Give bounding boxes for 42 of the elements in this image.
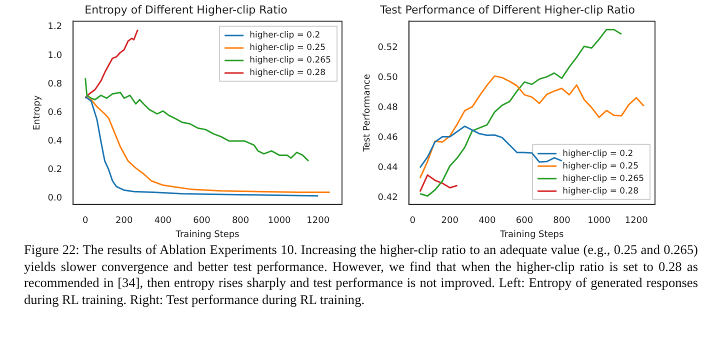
y-tick-label: 1.0 [48, 50, 62, 61]
x-tick-label: 0 [410, 216, 416, 226]
caption: Figure 22: The results of Ablation Experiments 10. Increasing the higher-clip ratio to an adequate value (e.g., 0.25 and 0.265) yields slower convergence and better test performance. However, we find that when the higher-clip ratio is set to 0.28 as recommended in [34], then entropy rises sharply and test performance is not improved. Left: Entropy of generated responses during RL training. Right: Test performance during RL training. [24, 242, 698, 308]
y-axis-title: Entropy [32, 94, 43, 130]
y-tick-label: 0.8 [48, 79, 62, 90]
x-tick-label: 1000 [268, 216, 292, 226]
legend-label: higher-clip = 0.265 [250, 56, 332, 66]
chart-title: Entropy of Different Higher-clip Ratio [84, 3, 288, 16]
legend-label: higher-clip = 0.28 [250, 68, 326, 78]
legend-label: higher-clip = 0.2 [562, 148, 634, 159]
y-tick-label: 0.46 [378, 132, 398, 143]
x-tick-label: 800 [232, 216, 250, 226]
x-tick-label: 400 [154, 216, 172, 226]
y-tick-label: 0.0 [48, 193, 62, 204]
y-tick-label: 0.2 [48, 164, 62, 175]
x-tick-label: 1000 [588, 216, 611, 226]
x-axis-title: Training Steps [174, 230, 240, 240]
legend-label: higher-clip = 0.25 [250, 43, 326, 54]
y-tick-label: 1.2 [48, 22, 62, 32]
y-tick-label: 0.50 [378, 72, 398, 83]
x-tick-label: 400 [478, 216, 496, 226]
x-tick-label: 0 [82, 216, 88, 226]
x-tick-label: 200 [116, 216, 133, 226]
x-tick-label: 600 [193, 216, 211, 226]
chart-title: Test Performance of Different Higher-clip Ratio [379, 3, 636, 16]
y-tick-label: 0.48 [378, 102, 398, 113]
y-tick-label: 0.42 [378, 192, 398, 203]
y-tick-label: 0.44 [378, 162, 398, 173]
legend-label: higher-clip = 0.28 [562, 186, 639, 196]
legend-label: higher-clip = 0.2 [250, 30, 320, 41]
y-axis-title: Test Performance [362, 74, 373, 153]
y-tick-label: 0.52 [378, 42, 398, 53]
y-tick-label: 0.6 [48, 108, 62, 118]
x-tick-label: 1200 [306, 216, 330, 226]
x-tick-label: 600 [516, 216, 534, 226]
legend-label: higher-clip = 0.25 [562, 161, 639, 172]
x-tick-label: 800 [553, 216, 571, 226]
legend-label: higher-clip = 0.265 [562, 174, 644, 184]
y-tick-label: 0.4 [48, 136, 62, 146]
x-tick-label: 1200 [624, 216, 648, 226]
x-tick-label: 200 [441, 216, 459, 226]
x-axis-title: Training Steps [499, 230, 564, 240]
